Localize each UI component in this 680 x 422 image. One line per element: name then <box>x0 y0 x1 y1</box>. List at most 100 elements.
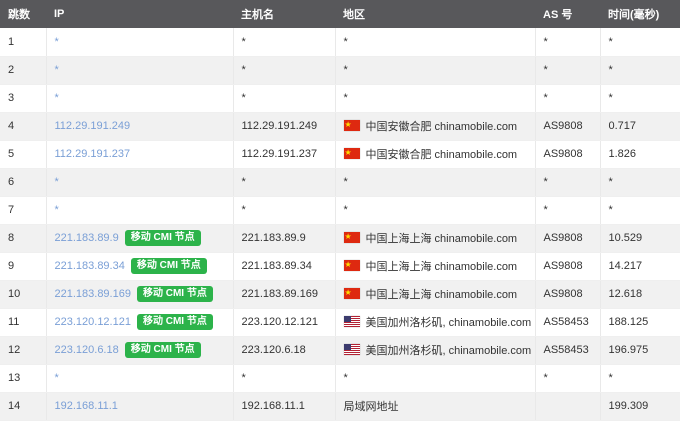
ip-cell: 221.183.89.9 移动 CMI 节点 <box>46 224 234 253</box>
table-row: 13 * * * * * <box>0 364 680 393</box>
ip-link[interactable]: 192.168.11.1 <box>54 400 118 412</box>
ip-timeout-star: * <box>54 35 59 48</box>
table-row: 14 192.168.11.1 192.168.11.1 局域网地址 199.3… <box>0 392 680 421</box>
time-cell: 196.975 <box>600 336 680 365</box>
region-cell: 中国安徽合肥 chinamobile.com <box>335 140 536 169</box>
hop-cell: 2 <box>0 56 47 85</box>
as-cell: AS58453 <box>535 336 601 365</box>
time-cell: * <box>600 364 680 393</box>
host-cell: * <box>233 364 336 393</box>
hop-cell: 14 <box>0 392 47 421</box>
china-flag-icon <box>343 231 360 243</box>
ip-link[interactable]: 221.183.89.9 <box>54 232 119 244</box>
time-cell: * <box>600 196 680 225</box>
region-cell: * <box>335 364 536 393</box>
as-cell: AS58453 <box>535 308 601 337</box>
ip-timeout-star: * <box>54 176 59 188</box>
table-row: 4 112.29.191.249 112.29.191.249 中国安徽合肥 c… <box>0 112 680 141</box>
region-text: 中国安徽合肥 chinamobile.com <box>365 121 518 133</box>
header-region: 地区 <box>335 0 535 28</box>
region-cell: 局域网地址 <box>335 392 536 421</box>
ip-timeout-star: * <box>54 372 59 384</box>
host-cell: 112.29.191.249 <box>233 112 336 141</box>
ip-cell: 192.168.11.1 <box>46 392 234 421</box>
region-text: 中国上海上海 chinamobile.com <box>365 289 518 301</box>
ip-cell: * <box>46 168 234 197</box>
time-cell: 1.826 <box>600 140 680 169</box>
ip-cell: 112.29.191.237 <box>46 140 234 169</box>
region-cell: 中国上海上海 chinamobile.com <box>335 224 536 253</box>
region-cell: 中国上海上海 chinamobile.com <box>335 252 536 281</box>
as-cell: * <box>535 28 601 57</box>
time-cell: 10.529 <box>600 224 680 253</box>
ip-cell: * <box>46 28 234 57</box>
header-hop: 跳数 <box>0 0 46 28</box>
as-cell: AS9808 <box>535 280 601 309</box>
cmi-node-badge: 移动 CMI 节点 <box>136 314 213 330</box>
ip-cell: * <box>46 56 234 85</box>
hop-cell: 8 <box>0 224 47 253</box>
host-cell: 112.29.191.237 <box>233 140 336 169</box>
cmi-node-badge: 移动 CMI 节点 <box>136 286 213 302</box>
hop-cell: 4 <box>0 112 47 141</box>
host-cell: 221.183.89.34 <box>233 252 336 281</box>
ip-timeout-star: * <box>54 92 59 104</box>
us-flag-icon <box>343 316 360 327</box>
table-header-row: 跳数 IP 主机名 地区 AS 号 时间(毫秒) <box>0 0 680 28</box>
region-text: 中国上海上海 chinamobile.com <box>365 261 518 273</box>
region-text: 中国安徽合肥 chinamobile.com <box>365 149 518 161</box>
ip-cell: 221.183.89.169 移动 CMI 节点 <box>46 280 234 309</box>
time-cell: * <box>600 28 680 57</box>
ip-cell: 223.120.6.18 移动 CMI 节点 <box>46 336 234 365</box>
cmi-node-badge: 移动 CMI 节点 <box>124 230 201 246</box>
hop-cell: 9 <box>0 252 47 281</box>
as-cell: AS9808 <box>535 252 601 281</box>
header-ip: IP <box>46 0 233 28</box>
ip-cell: 112.29.191.249 <box>46 112 234 141</box>
region-cell: * <box>335 56 536 85</box>
as-cell: AS9808 <box>535 224 601 253</box>
table-row: 6 * * * * * <box>0 168 680 197</box>
time-cell: 188.125 <box>600 308 680 337</box>
ip-link[interactable]: 221.183.89.169 <box>54 288 131 300</box>
hop-cell: 7 <box>0 196 47 225</box>
time-cell: 14.217 <box>600 252 680 281</box>
table-row: 3 * * * * * <box>0 84 680 113</box>
region-cell: * <box>335 28 536 57</box>
region-text: 美国加州洛杉矶, chinamobile.com <box>365 317 532 329</box>
as-cell: AS9808 <box>535 112 601 141</box>
table-row: 1 * * * * * <box>0 28 680 57</box>
ip-link[interactable]: 112.29.191.249 <box>54 120 131 132</box>
ip-link[interactable]: 112.29.191.237 <box>54 148 131 160</box>
host-cell: * <box>233 56 336 85</box>
as-cell <box>535 392 601 421</box>
host-cell: 223.120.6.18 <box>233 336 336 365</box>
ip-cell: 223.120.12.121 移动 CMI 节点 <box>46 308 234 337</box>
region-text: 美国加州洛杉矶, chinamobile.com <box>365 345 532 357</box>
host-cell: * <box>233 84 336 113</box>
host-cell: * <box>233 168 336 197</box>
host-cell: 223.120.12.121 <box>233 308 336 337</box>
ip-cell: * <box>46 84 234 113</box>
china-flag-icon <box>343 259 360 271</box>
as-cell: AS9808 <box>535 140 601 169</box>
hop-cell: 3 <box>0 84 47 113</box>
as-cell: * <box>535 84 601 113</box>
region-cell: 美国加州洛杉矶, chinamobile.com <box>335 336 536 365</box>
ip-cell: * <box>46 196 234 225</box>
hop-cell: 13 <box>0 364 47 393</box>
ip-link[interactable]: 223.120.12.121 <box>54 316 131 328</box>
ip-link[interactable]: 223.120.6.18 <box>54 344 119 356</box>
hop-cell: 11 <box>0 308 47 337</box>
ip-link[interactable]: 221.183.89.34 <box>54 260 125 272</box>
region-text: 中国上海上海 chinamobile.com <box>365 233 518 245</box>
table-row: 5 112.29.191.237 112.29.191.237 中国安徽合肥 c… <box>0 140 680 169</box>
hop-cell: 5 <box>0 140 47 169</box>
header-time: 时间(毫秒) <box>600 0 680 28</box>
host-cell: 192.168.11.1 <box>233 392 336 421</box>
region-cell: 美国加州洛杉矶, chinamobile.com <box>335 308 536 337</box>
ip-cell: 221.183.89.34 移动 CMI 节点 <box>46 252 234 281</box>
region-cell: * <box>335 84 536 113</box>
